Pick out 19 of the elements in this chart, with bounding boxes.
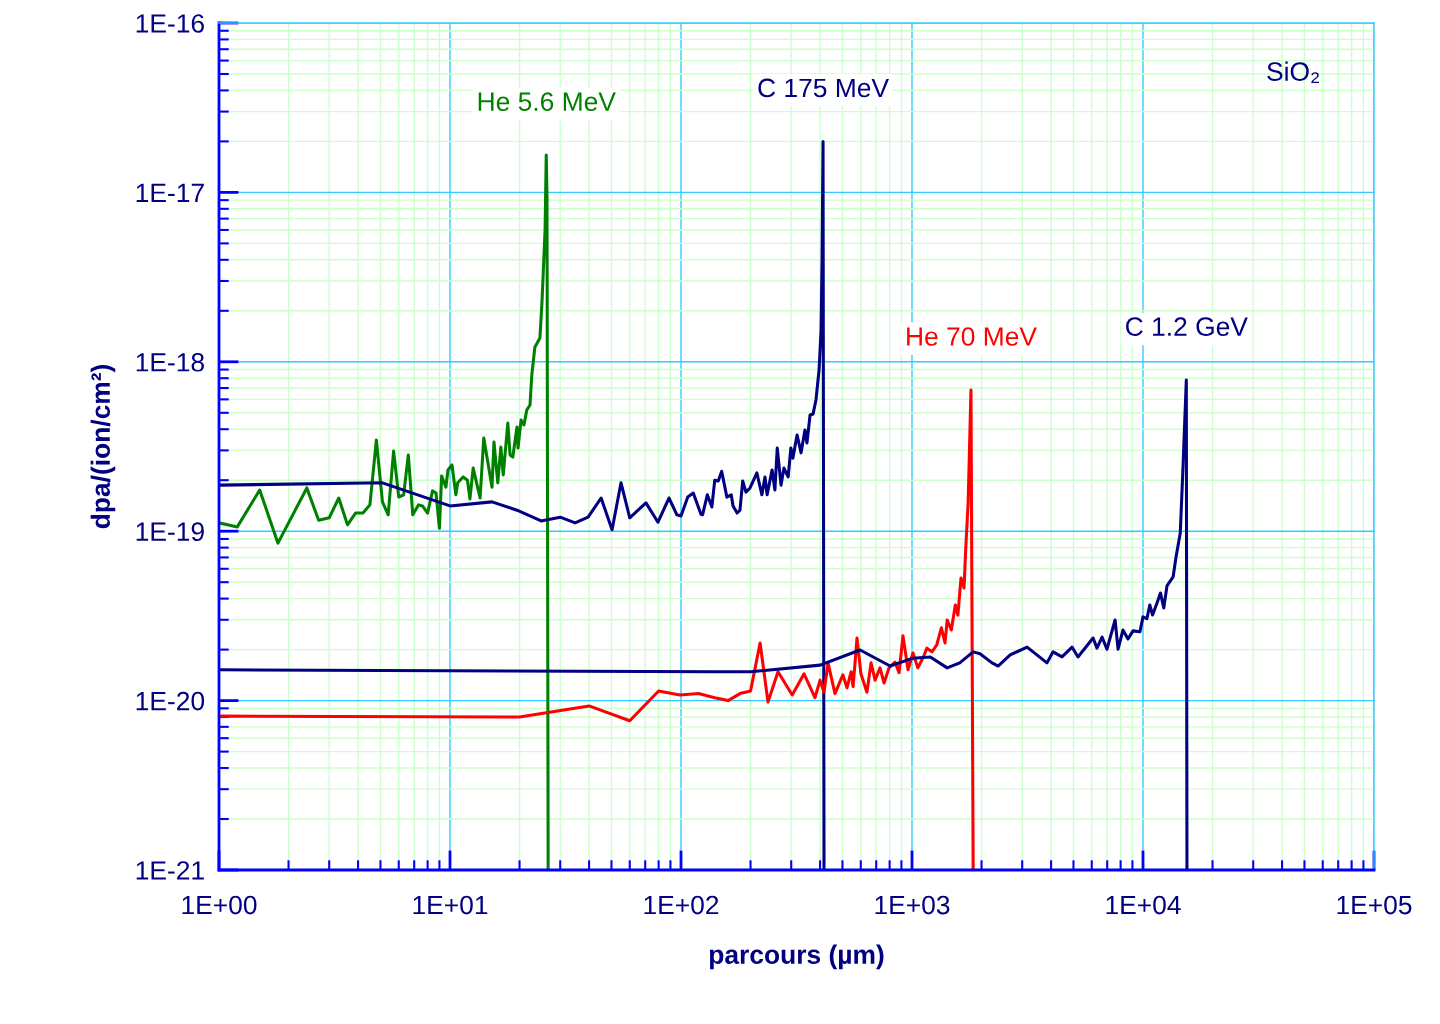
text: He 5.6 MeV <box>478 92 616 112</box>
y-tick-label: 1E-19 <box>136 522 204 542</box>
y-tick-label: 1E-16 <box>136 14 204 33</box>
x-tick-label: 1E+03 <box>875 895 950 915</box>
text: He 70 MeV <box>907 327 1037 346</box>
x-tick-label: 1E+04 <box>1106 895 1181 915</box>
text: C 1.2 GeV <box>1126 317 1248 336</box>
x-tick-label: 1E+02 <box>644 895 719 915</box>
text: C 175 MeV <box>758 78 889 98</box>
x-tick-label: 1E+01 <box>413 895 488 915</box>
x-tick-label: 1E+00 <box>182 895 257 915</box>
y-tick-label: 1E-21 <box>136 861 204 880</box>
y-tick-label: 1E-18 <box>136 352 204 372</box>
x-tick-label: 1E+05 <box>1337 895 1412 915</box>
x-axis-title: parcours (µm) <box>709 944 884 970</box>
y-tick-label: 1E-17 <box>136 183 204 202</box>
annotation: SiO₂ <box>1267 61 1319 83</box>
y-tick-label: 1E-20 <box>136 691 205 711</box>
y-axis-title: dpa/(ion/cm²) <box>90 364 116 529</box>
